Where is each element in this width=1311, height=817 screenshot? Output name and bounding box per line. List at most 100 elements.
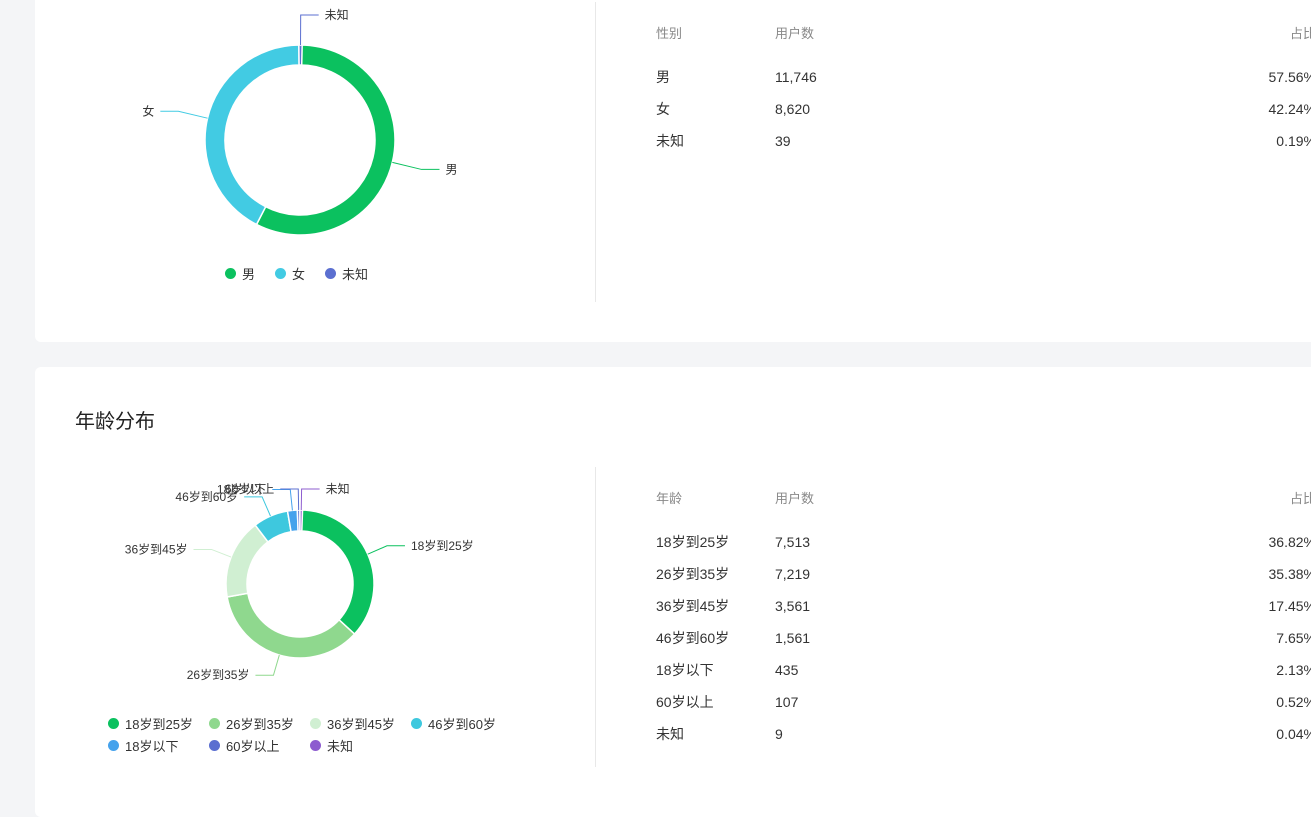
age-leader-line-5 [280, 488, 300, 511]
age-table-row: 60岁以上 107 0.52% [656, 686, 1311, 718]
gender-slice-1[interactable] [204, 44, 300, 226]
gender-legend-item-1[interactable]: 女 [275, 264, 305, 283]
age-table-cell-category: 36岁到45岁 [656, 598, 730, 614]
gender-slice-label-0: 男 [445, 162, 457, 176]
age-table-body: 18岁到25岁 7,513 36.82% 26岁到35岁 7,219 35.38% 36岁到… [656, 526, 1311, 750]
gender-legend-dot-2 [325, 268, 337, 279]
age-table-cell-category: 26岁到35岁 [656, 566, 730, 582]
age-table-cell-users: 435 [775, 662, 799, 678]
age-col-header-users: 用户数 [775, 491, 815, 506]
age-legend-dot-3 [411, 718, 422, 729]
gender-table-cell-users: 39 [775, 133, 791, 149]
age-table-header: 年龄 用户数 占比 [656, 488, 1311, 508]
age-leader-line-6 [300, 488, 320, 511]
age-table-cell-share: 35.38% [1268, 566, 1311, 582]
age-table-cell-users: 107 [775, 694, 799, 710]
age-col-header-share: 占比 [1289, 491, 1311, 506]
age-legend-item-4[interactable]: 18岁以下 [108, 736, 209, 755]
age-table-cell-category: 未知 [656, 726, 684, 742]
age-slice-label-1: 26岁到35岁 [187, 667, 250, 682]
age-legend-label-2: 36岁到45岁 [327, 717, 395, 732]
gender-leader-line-1 [160, 110, 208, 119]
gender-table-row: 未知 39 0.19% [656, 125, 1311, 157]
gender-legend: 男 女 未知 [225, 264, 388, 283]
gender-donut-chart: 男女未知 [35, 0, 595, 342]
age-section-title: 年龄分布 [75, 411, 155, 433]
age-table-cell-users: 7,219 [775, 566, 811, 582]
gender-legend-item-0[interactable]: 男 [225, 264, 255, 283]
age-slice-label-2: 36岁到45岁 [125, 541, 188, 556]
age-legend-item-2[interactable]: 36岁到45岁 [310, 714, 411, 733]
age-legend-item-1[interactable]: 26岁到35岁 [209, 714, 310, 733]
age-slice-0[interactable] [299, 509, 375, 636]
age-slice-2[interactable] [225, 524, 269, 598]
gender-legend-item-2[interactable]: 未知 [325, 264, 368, 283]
age-table-row: 18岁到25岁 7,513 36.82% [656, 526, 1311, 558]
gender-col-header-users: 用户数 [775, 26, 815, 41]
gender-table-cell-share: 0.19% [1276, 133, 1311, 149]
gender-col-header-category: 性别 [656, 26, 683, 41]
gender-legend-dot-0 [225, 268, 236, 279]
age-slice-label-6: 未知 [326, 482, 350, 496]
age-table-row: 未知 9 0.04% [656, 718, 1311, 750]
age-legend-dot-0 [108, 718, 119, 729]
age-legend-dot-4 [108, 740, 119, 751]
age-legend-dot-6 [310, 740, 321, 751]
age-table-row: 26岁到35岁 7,219 35.38% [656, 558, 1311, 590]
gender-table-row: 女 8,620 42.24% [656, 93, 1311, 125]
age-table-row: 18岁以下 435 2.13% [656, 654, 1311, 686]
gender-donut-svg: 男 女 未知 [142, 8, 458, 236]
age-legend-item-6[interactable]: 未知 [310, 736, 411, 755]
gender-slice-2[interactable] [298, 44, 303, 66]
age-table-cell-users: 9 [775, 726, 783, 742]
age-legend-dot-1 [209, 718, 220, 729]
gender-table-cell-category: 女 [656, 101, 670, 117]
age-leader-line-0 [367, 545, 405, 555]
age-table-cell-share: 0.52% [1276, 694, 1311, 710]
gender-divider [595, 2, 596, 302]
age-legend-dot-2 [310, 718, 321, 729]
age-table-cell-category: 46岁到60岁 [656, 630, 730, 646]
age-leader-line-2 [193, 548, 232, 558]
gender-table-cell-category: 男 [656, 69, 670, 85]
age-slice-1[interactable] [226, 592, 356, 659]
gender-legend-label-1: 女 [292, 267, 306, 282]
age-divider [595, 467, 596, 767]
age-legend-item-3[interactable]: 46岁到60岁 [411, 714, 512, 733]
age-card: 年龄分布 18岁到25岁 26岁到35岁 36岁到45岁 46岁到60岁 18岁以下 60… [35, 367, 1311, 817]
age-slice-label-3: 46岁到60岁 [175, 489, 238, 504]
age-table-cell-category: 18岁到25岁 [656, 534, 730, 550]
age-slice-label-0: 18岁到25岁 [411, 538, 474, 553]
age-legend-label-4: 18岁以下 [125, 739, 179, 754]
gender-slice-0[interactable] [255, 44, 396, 236]
gender-leader-line-0 [392, 161, 440, 170]
age-leader-line-1 [255, 654, 280, 676]
gender-table-cell-share: 42.24% [1268, 101, 1311, 117]
gender-legend-dot-1 [275, 268, 287, 279]
age-table-cell-category: 18岁以下 [656, 662, 714, 678]
age-table-cell-users: 3,561 [775, 598, 811, 614]
age-legend: 18岁到25岁 26岁到35岁 36岁到45岁 46岁到60岁 18岁以下 60岁以上 未知 [108, 714, 528, 755]
gender-table: 性别 用户数 占比 男 11,746 57.56% 女 8,620 42.24% 未知 39 0… [656, 23, 1311, 157]
gender-slice-label-1: 女 [142, 103, 154, 118]
age-col-header-category: 年龄 [656, 491, 683, 506]
age-slice-label-4: 18岁以下 [217, 482, 266, 497]
gender-table-header: 性别 用户数 占比 [656, 23, 1311, 43]
age-legend-item-5[interactable]: 60岁以上 [209, 736, 310, 755]
age-table-cell-users: 1,561 [775, 630, 811, 646]
age-legend-label-0: 18岁到25岁 [125, 717, 193, 732]
age-slice-6[interactable] [299, 509, 304, 532]
gender-table-row: 男 11,746 57.56% [656, 61, 1311, 93]
age-leader-line-4 [272, 489, 293, 511]
age-leader-line-3 [244, 496, 271, 517]
age-legend-item-0[interactable]: 18岁到25岁 [108, 714, 209, 733]
gender-col-header-share: 占比 [1289, 26, 1311, 41]
age-table-row: 46岁到60岁 1,561 7.65% [656, 622, 1311, 654]
age-legend-label-1: 26岁到35岁 [226, 717, 294, 732]
age-table-cell-category: 60岁以上 [656, 694, 714, 710]
gender-leader-line-2 [300, 14, 319, 46]
age-table: 年龄 用户数 占比 18岁到25岁 7,513 36.82% 26岁到35岁 7,219… [656, 488, 1311, 750]
gender-table-cell-share: 57.56% [1268, 69, 1311, 85]
gender-legend-label-0: 男 [242, 267, 256, 282]
